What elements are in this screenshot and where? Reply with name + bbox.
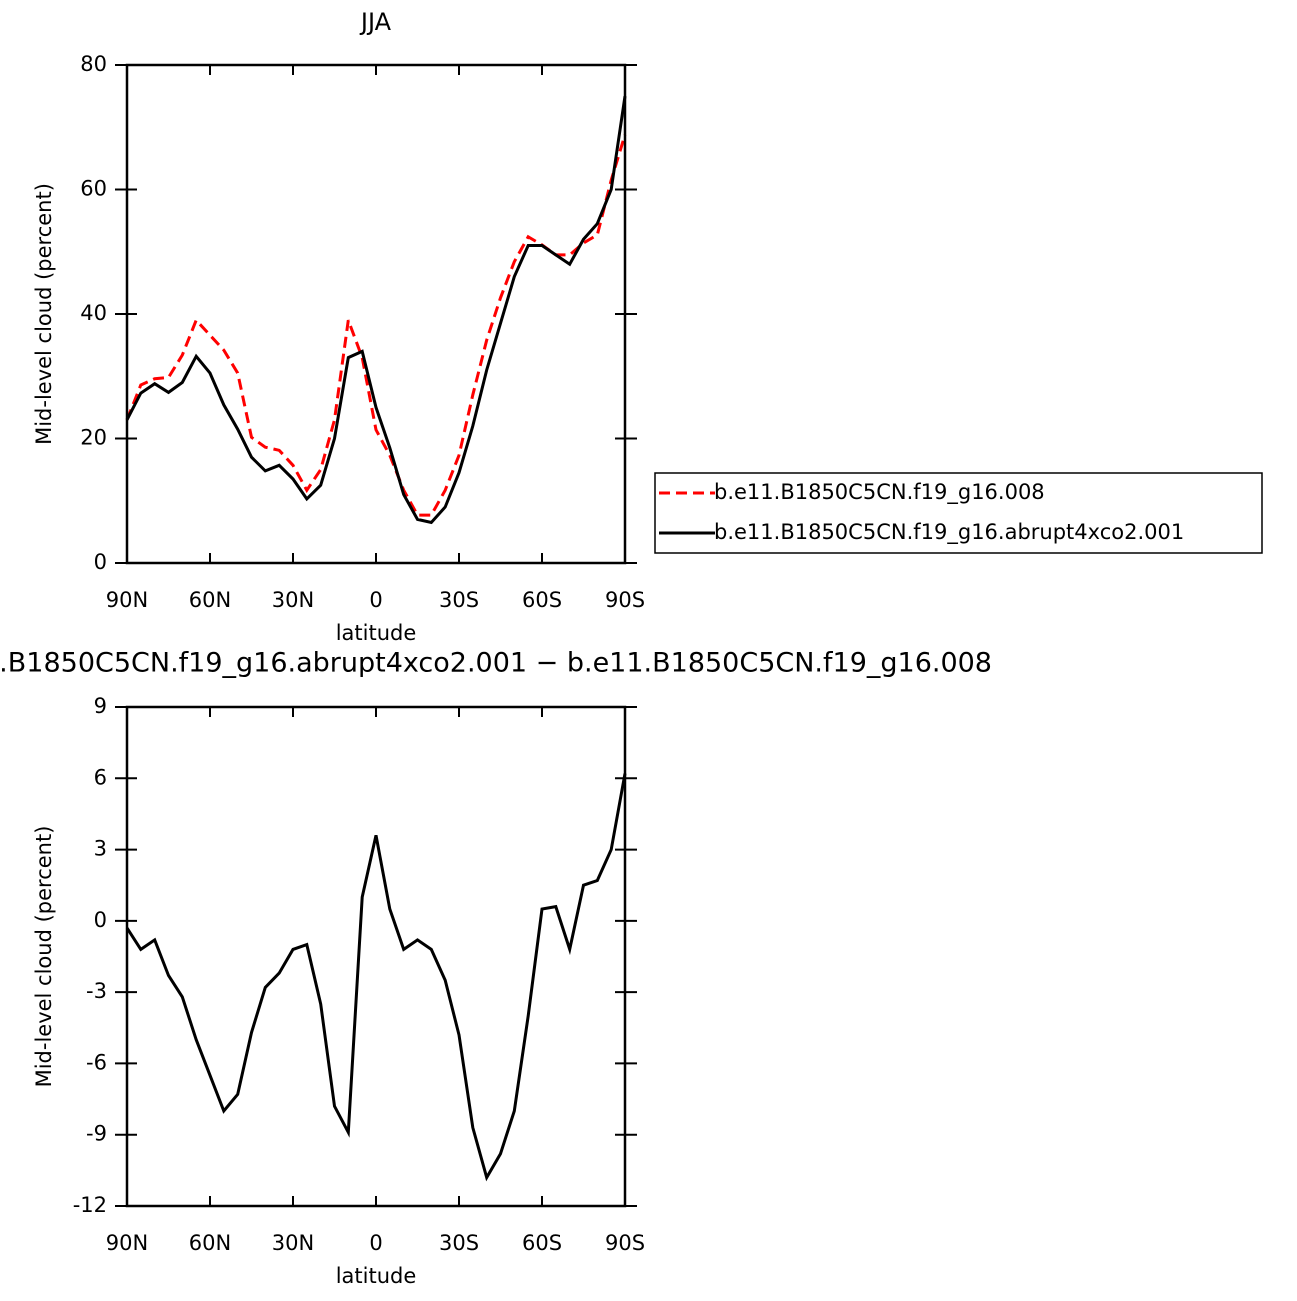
x-tick-label: 90N — [106, 588, 148, 612]
y-tick-label: 60 — [80, 177, 107, 201]
y-tick-label: 80 — [80, 52, 107, 76]
chart-title: b.e11.B1850C5CN.f19_g16.abrupt4xco2.001 … — [0, 648, 992, 679]
y-tick-label: 3 — [94, 837, 107, 861]
x-tick-label: 90N — [106, 1231, 148, 1255]
y-tick-label: -6 — [86, 1050, 107, 1074]
y-tick-label: -9 — [86, 1122, 107, 1146]
legend-box — [654, 472, 1263, 554]
y-tick-label: -12 — [73, 1193, 107, 1217]
data-line — [125, 773, 627, 1182]
x-tick-label: 30N — [272, 1231, 314, 1255]
plot-frame — [125, 63, 627, 565]
x-tick-label: 60N — [189, 1231, 231, 1255]
x-tick-label: 90S — [605, 1231, 645, 1255]
x-tick-label: 0 — [369, 1231, 382, 1255]
x-tick-label: 60S — [522, 588, 562, 612]
legend-label: b.e11.B1850C5CN.f19_g16.008 — [714, 480, 1045, 505]
x-tick-label: 0 — [369, 588, 382, 612]
y-tick-label: 0 — [94, 908, 107, 932]
y-tick-label: 20 — [80, 426, 107, 450]
y-axis-label: Mid-level cloud (percent) — [32, 826, 56, 1088]
x-tick-label: 90S — [605, 588, 645, 612]
y-tick-label: -3 — [86, 979, 107, 1003]
x-tick-label: 60S — [522, 1231, 562, 1255]
x-tick-label: 30S — [439, 1231, 479, 1255]
y-tick-label: 9 — [94, 694, 107, 718]
y-axis-label: Mid-level cloud (percent) — [32, 183, 56, 445]
data-line — [125, 95, 627, 525]
data-line — [125, 134, 627, 517]
x-tick-label: 30N — [272, 588, 314, 612]
chart-title: JJA — [359, 8, 392, 36]
y-tick-label: 6 — [94, 765, 107, 789]
x-tick-label: 60N — [189, 588, 231, 612]
x-tick-label: 30S — [439, 588, 479, 612]
x-axis-label: latitude — [336, 1264, 417, 1288]
y-tick-label: 40 — [80, 301, 107, 325]
y-tick-label: 0 — [94, 550, 107, 574]
legend-label: b.e11.B1850C5CN.f19_g16.abrupt4xco2.001 — [714, 520, 1184, 545]
plot-frame — [125, 705, 627, 1208]
x-axis-label: latitude — [336, 621, 417, 645]
